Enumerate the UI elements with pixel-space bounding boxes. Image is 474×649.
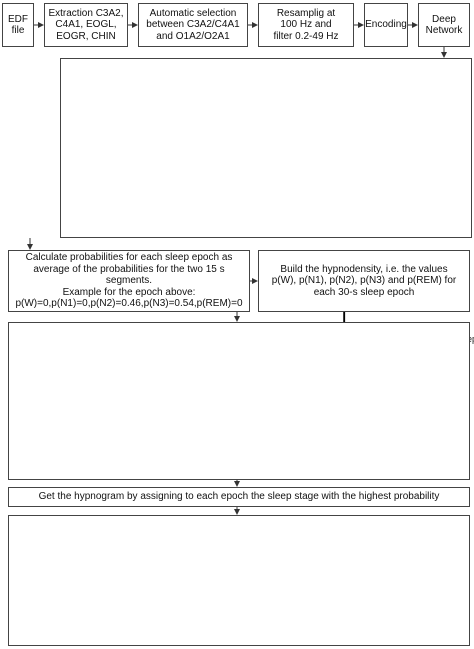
box-line: 100 Hz and [280, 19, 332, 31]
hypnodensity-panel [8, 322, 470, 480]
box-line: Build the hypnodensity, i.e. the values [280, 263, 448, 275]
box-line: filter 0.2-49 Hz [273, 30, 339, 42]
pipeline-step: Automatic selection between C3A2/C4A1 and … [138, 3, 248, 47]
box-line: Network [425, 25, 463, 36]
pipeline-step: Deep Network [418, 3, 470, 47]
text-box: Build the hypnodensity, i.e. the values p… [258, 250, 470, 312]
box-line: Resamplig at [276, 7, 336, 19]
text-box: Calculate probabilities for each sleep e… [8, 250, 250, 312]
box-line: and O1A2/O2A1 [156, 30, 230, 42]
text-box: Get the hypnogram by assigning to each e… [8, 487, 470, 507]
box-line: between C3A2/C4A1 [146, 19, 240, 31]
box-line: Encoding [365, 19, 407, 31]
epoch-panel [60, 58, 472, 238]
box-line: file [11, 25, 25, 36]
box-line: each 30-s sleep epoch [313, 286, 415, 298]
pipeline-step: Resamplig at 100 Hz and filter 0.2-49 Hz [258, 3, 354, 47]
box-line: EDF [8, 13, 28, 25]
box-line: p(W), p(N1), p(N2), p(N3) and p(REM) for [271, 275, 457, 287]
hypnogram-panel [8, 515, 470, 646]
box-line: Calculate probabilities for each sleep e… [25, 252, 233, 264]
pipeline-step: Encoding [364, 3, 408, 47]
box-line: EOGR, CHIN [56, 30, 116, 42]
box-line: Example for the epoch above: [62, 286, 196, 298]
box-line: average of the probabilities for the two… [33, 263, 225, 287]
box-line: Extraction C3A2, [48, 7, 124, 19]
box-line: Deep [432, 13, 456, 25]
box-line: Automatic selection [149, 7, 237, 19]
pipeline-step: Extraction C3A2, C4A1, EOGL, EOGR, CHIN [44, 3, 128, 47]
box-line: C4A1, EOGL, [55, 19, 117, 31]
pipeline-step: EDF file [2, 3, 34, 47]
box-line: Get the hypnogram by assigning to each e… [38, 491, 440, 503]
box-line: p(W)=0,p(N1)=0,p(N2)=0.46,p(N3)=0.54,p(R… [15, 298, 243, 310]
